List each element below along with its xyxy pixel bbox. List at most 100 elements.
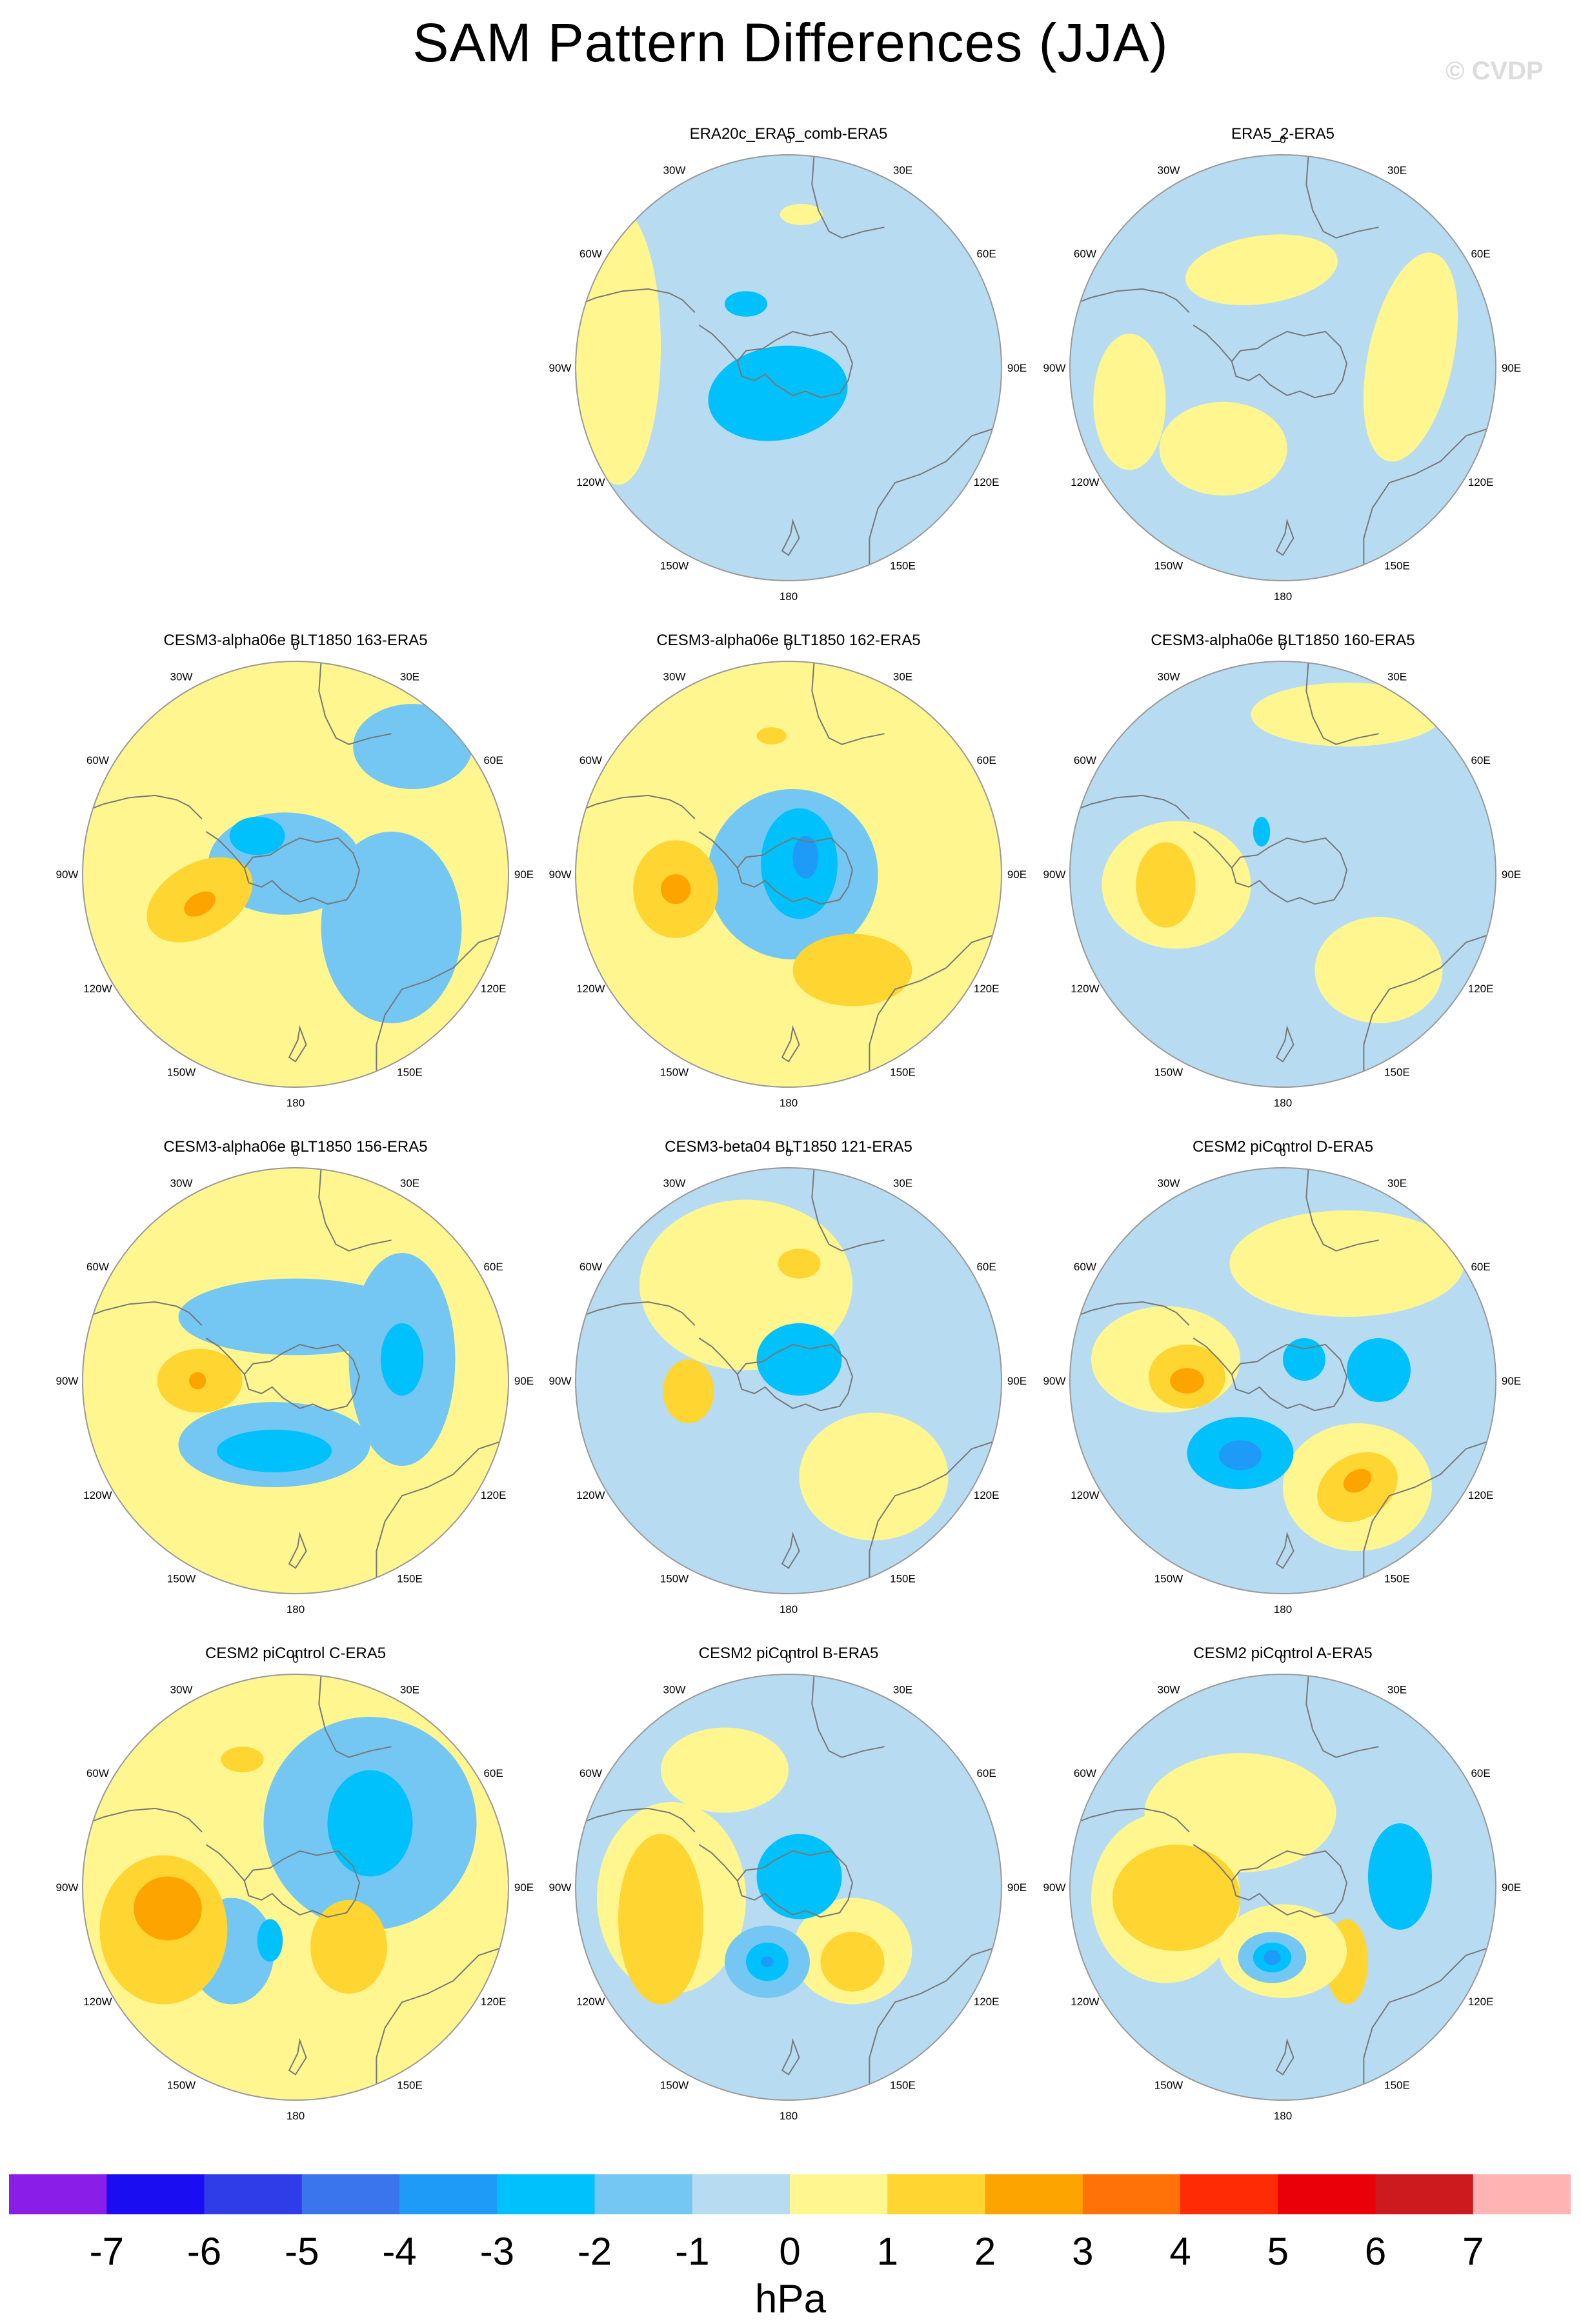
meridian-label: 120W: [576, 983, 605, 995]
colorbar-tick-label: -3: [479, 2230, 514, 2273]
australia-coastline: [376, 1946, 505, 2090]
meridian-label: 30E: [1387, 164, 1407, 176]
new-zealand-coastline: [1275, 1531, 1294, 1569]
contour-region: [1136, 842, 1196, 928]
meridian-label: 180: [780, 1603, 798, 1616]
peninsula-coastline: [205, 1844, 245, 1881]
meridian-label: 30E: [400, 1683, 419, 1696]
colorbar-tick-label: 4: [1169, 2230, 1191, 2273]
contour-region: [1219, 1440, 1262, 1470]
map-border: [1069, 661, 1496, 1088]
meridian-label: 90E: [1502, 1375, 1521, 1387]
meridian-label: 90E: [514, 868, 534, 881]
contour-region: [1251, 683, 1443, 746]
colorbar-tick-label: 3: [1072, 2230, 1094, 2273]
meridian-label: 180: [1274, 2110, 1292, 2122]
meridian-label: 90E: [514, 1881, 534, 1894]
meridian-label: 120E: [974, 1489, 1000, 1501]
south-america-coastline: [579, 1807, 696, 1832]
meridian-label: 120W: [576, 476, 605, 488]
meridian-label: 120E: [1468, 983, 1494, 995]
africa-coastline: [811, 155, 885, 239]
meridian-label: 120W: [576, 1996, 605, 2008]
antarctica-coastline: [1231, 1343, 1348, 1412]
colorbar-segment: [9, 2174, 107, 2214]
south-america-coastline: [579, 794, 696, 819]
antarctica-coastline: [1231, 837, 1348, 905]
contour-region: [1229, 1210, 1464, 1317]
meridian-label: 180: [780, 2110, 798, 2122]
meridian-label: 120W: [83, 983, 112, 995]
meridian-label: 120W: [1071, 983, 1099, 995]
meridian-label: 60E: [483, 1767, 503, 1779]
contour-region: [661, 874, 691, 905]
colorbar-segment: [1375, 2174, 1474, 2214]
colorbar-tick-label: -7: [89, 2230, 124, 2273]
meridian-label: 30E: [1387, 670, 1407, 683]
meridian-label: 150W: [660, 1573, 689, 1585]
contour-region: [661, 1727, 789, 1813]
contour-region: [576, 208, 661, 485]
contour-region: [1093, 334, 1166, 470]
meridian-label: 60W: [1074, 248, 1096, 260]
colorbar-tick-label: 1: [876, 2230, 898, 2273]
map-border: [82, 1674, 509, 2101]
map-border: [1069, 1674, 1496, 2101]
meridian-label: 120W: [83, 1996, 112, 2008]
colorbar-tick-label: -1: [675, 2230, 710, 2273]
meridian-label: 60W: [579, 1767, 602, 1779]
new-zealand-coastline: [288, 1531, 307, 1569]
meridian-label: 90W: [549, 1375, 572, 1387]
contour-region: [1283, 1338, 1325, 1381]
antarctica-coastline: [736, 1343, 854, 1412]
meridian-label: 150W: [1154, 1067, 1183, 1079]
meridian-label: 30W: [1158, 164, 1180, 176]
meridian-label: 150E: [890, 560, 916, 572]
meridian-label: 90E: [1007, 362, 1027, 374]
map-border: [575, 154, 1002, 581]
contour-region: [618, 1834, 703, 2005]
antarctica-coastline: [243, 1343, 361, 1412]
antarctica-coastline: [736, 837, 854, 905]
colorbar-segment: [301, 2174, 400, 2214]
meridian-label: 120E: [974, 983, 1000, 995]
australia-coastline: [1363, 933, 1492, 1077]
meridian-label: 150E: [890, 1067, 916, 1079]
meridian-label: 0: [292, 640, 298, 652]
africa-coastline: [811, 1168, 885, 1252]
peninsula-coastline: [698, 1337, 738, 1375]
meridian-label: 90W: [56, 1375, 79, 1387]
new-zealand-coastline: [781, 2038, 800, 2076]
meridian-label: 150E: [1384, 1573, 1410, 1585]
meridian-label: 150W: [167, 2079, 196, 2092]
meridian-label: 0: [785, 134, 791, 146]
contour-region: [820, 1932, 885, 1992]
meridian-label: 150E: [890, 2079, 916, 2092]
meridian-label: 90W: [549, 362, 572, 374]
colorbar-segment: [1180, 2174, 1278, 2214]
colorbar-tick-label: 5: [1267, 2230, 1289, 2273]
contour-region: [778, 1248, 821, 1279]
meridian-label: 120E: [974, 1996, 1000, 2008]
meridian-label: 150W: [1154, 560, 1183, 572]
africa-coastline: [318, 1674, 392, 1758]
australia-coastline: [1363, 1439, 1492, 1583]
meridian-label: 60W: [579, 248, 602, 260]
meridian-label: 90E: [1502, 1881, 1521, 1894]
meridian-label: 90W: [56, 1881, 79, 1894]
meridian-label: 0: [1280, 1653, 1285, 1665]
meridian-label: 60E: [483, 754, 503, 766]
meridian-label: 60E: [1471, 754, 1490, 766]
meridian-label: 150W: [660, 2079, 689, 2092]
meridian-label: 30W: [663, 1683, 686, 1696]
contour-region: [1343, 1468, 1372, 1493]
antarctica-coastline: [736, 1850, 854, 1918]
peninsula-coastline: [1193, 1337, 1233, 1375]
colorbar-tick-label: -2: [577, 2230, 612, 2273]
colorbar-tick-label: -4: [382, 2230, 417, 2273]
meridian-label: 60E: [483, 1261, 503, 1273]
antarctica-coastline: [1231, 330, 1348, 399]
